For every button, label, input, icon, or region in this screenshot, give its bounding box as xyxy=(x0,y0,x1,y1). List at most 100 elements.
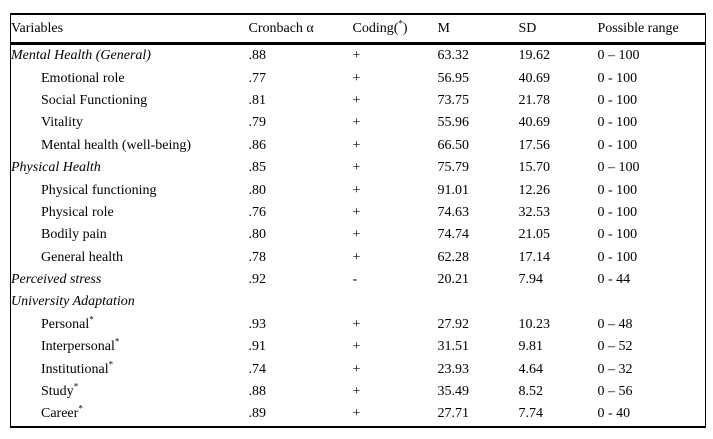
variable-label: Physical role xyxy=(41,204,114,220)
table-row: Perceived stress .92 - 20.21 7.94 0 - 44 xyxy=(11,269,706,291)
sd-value: 15.70 xyxy=(518,160,551,176)
range-value: 0 - 40 xyxy=(597,406,631,422)
table-row: Institutional* .74 + 23.93 4.64 0 – 32 xyxy=(11,358,706,380)
mean-value: 56.95 xyxy=(437,70,470,86)
variable-cell: Mental Health (General) xyxy=(11,44,249,68)
col-header-variables: Variables xyxy=(10,14,249,45)
variable-label: Mental Health (General) xyxy=(11,48,151,64)
coding-value: + xyxy=(352,115,361,131)
coding-value: + xyxy=(352,361,361,377)
table-row: Physical Health .85 + 75.79 15.70 0 – 10… xyxy=(11,157,706,179)
table-row: Mental health (well-being) .86 + 66.50 1… xyxy=(11,135,706,157)
range-value: 0 – 56 xyxy=(597,384,633,400)
mean-value: 27.71 xyxy=(437,406,470,422)
sd-value xyxy=(519,291,598,313)
cronbach-value xyxy=(249,291,353,313)
variable-label: Personal xyxy=(41,316,90,332)
variable-cell: Bodily pain xyxy=(11,224,249,246)
range-value: 0 - 100 xyxy=(597,249,638,265)
variable-label: Vitality xyxy=(41,115,83,131)
table-row: Interpersonal* .91 + 31.51 9.81 0 – 52 xyxy=(11,336,706,358)
descriptive-statistics-table: Variables Cronbach α Coding(*) M SD Poss… xyxy=(10,13,706,428)
mean-value: 74.74 xyxy=(437,227,470,243)
table-row: Career* .89 + 27.71 7.74 0 - 40 xyxy=(11,403,706,426)
sd-value: 21.05 xyxy=(518,227,551,243)
variable-asterisk: * xyxy=(89,314,94,325)
cronbach-value: .76 xyxy=(248,204,267,220)
table-row: Study* .88 + 35.49 8.52 0 – 56 xyxy=(11,381,706,403)
sd-value: 19.62 xyxy=(518,48,551,64)
variable-cell: Personal* xyxy=(11,314,249,336)
cronbach-value: .88 xyxy=(248,384,267,400)
table-row: General health .78 + 62.28 17.14 0 - 100 xyxy=(11,247,706,269)
sd-value: 12.26 xyxy=(518,182,551,198)
table-header: Variables Cronbach α Coding(*) M SD Poss… xyxy=(10,14,706,45)
variable-cell: Physical functioning xyxy=(11,179,249,201)
variable-cell: Perceived stress xyxy=(11,269,249,291)
range-value: 0 – 100 xyxy=(597,160,640,176)
col-header-sd: SD xyxy=(518,14,598,45)
variable-cell: Vitality xyxy=(11,112,249,134)
coding-value: + xyxy=(352,204,361,220)
sd-value: 4.64 xyxy=(518,361,544,377)
variable-label: General health xyxy=(41,249,124,265)
coding-value: + xyxy=(352,406,361,422)
variable-label: Physical functioning xyxy=(41,182,157,198)
variable-label: Physical Health xyxy=(11,160,101,176)
col-header-coding: Coding(*) xyxy=(352,14,438,45)
range-value: 0 – 32 xyxy=(597,361,633,377)
cronbach-value: .81 xyxy=(248,92,267,108)
table-body: Mental Health (General) .88 + 63.32 19.6… xyxy=(11,44,706,427)
range-value: 0 - 44 xyxy=(597,272,631,288)
variable-label: University Adaptation xyxy=(11,294,135,310)
variable-cell: Interpersonal* xyxy=(11,336,249,358)
range-value: 0 - 100 xyxy=(597,204,638,220)
sd-value: 40.69 xyxy=(518,70,551,86)
cronbach-value: .78 xyxy=(248,249,267,265)
variable-cell: Emotional role xyxy=(11,67,249,89)
variable-label: Perceived stress xyxy=(11,272,102,288)
mean-value: 23.93 xyxy=(437,361,470,377)
mean-value: 91.01 xyxy=(437,182,470,198)
coding-value: - xyxy=(352,272,358,288)
variable-cell: Physical Health xyxy=(11,157,249,179)
table-row: Emotional role .77 + 56.95 40.69 0 - 100 xyxy=(11,67,706,89)
mean-value: 66.50 xyxy=(437,137,470,153)
mean-value: 73.75 xyxy=(437,92,470,108)
cronbach-value: .91 xyxy=(248,339,267,355)
variable-asterisk: * xyxy=(73,381,79,392)
coding-value: + xyxy=(352,70,361,86)
variable-cell: University Adaptation xyxy=(11,291,249,313)
table-row: Physical role .76 + 74.63 32.53 0 - 100 xyxy=(11,202,706,224)
table-row: Mental Health (General) .88 + 63.32 19.6… xyxy=(11,44,706,68)
mean-value: 35.49 xyxy=(437,384,470,400)
cronbach-value: .80 xyxy=(248,182,267,198)
range-value: 0 - 100 xyxy=(597,115,638,131)
coding-value: + xyxy=(352,48,361,64)
cronbach-value: .93 xyxy=(248,316,267,332)
cronbach-value: .88 xyxy=(248,48,267,64)
col-header-possible-range: Possible range xyxy=(597,14,706,45)
variable-asterisk: * xyxy=(78,403,83,414)
coding-value: + xyxy=(352,316,361,332)
col-header-mean: M xyxy=(437,14,519,45)
variable-asterisk: * xyxy=(114,336,120,347)
cronbach-value: .89 xyxy=(248,406,267,422)
variable-label: Emotional role xyxy=(41,70,125,86)
coding-value xyxy=(353,291,438,313)
cronbach-value: .74 xyxy=(248,361,267,377)
sd-value: 9.81 xyxy=(518,339,544,355)
variable-label: Institutional xyxy=(41,361,109,377)
mean-value: 20.21 xyxy=(437,272,470,288)
variable-cell: Institutional* xyxy=(11,358,249,380)
sd-value: 17.56 xyxy=(518,137,551,153)
sd-value: 8.52 xyxy=(518,384,544,400)
mean-value xyxy=(438,291,519,313)
coding-value: + xyxy=(352,160,361,176)
variable-label: Interpersonal xyxy=(41,339,115,355)
range-value: 0 - 100 xyxy=(597,137,638,153)
mean-value: 75.79 xyxy=(437,160,470,176)
sd-value: 40.69 xyxy=(518,115,551,131)
cronbach-value: .80 xyxy=(248,227,267,243)
variable-cell: General health xyxy=(11,247,249,269)
